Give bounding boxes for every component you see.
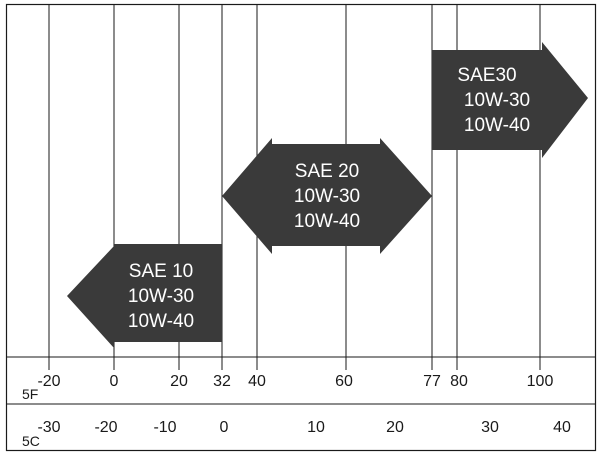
fahrenheit-unit-label: 5F <box>22 386 38 402</box>
f-tick-20: 20 <box>170 373 188 390</box>
f-tick-77: 77 <box>423 373 441 390</box>
f-tick-32: 32 <box>213 373 231 390</box>
arrow-sae20-line-1: SAE 20 <box>295 161 359 182</box>
arrow-sae30-line-2: 10W-30 <box>464 90 530 111</box>
f-tick-100: 100 <box>527 373 554 390</box>
arrow-sae10-line-2: 10W-30 <box>128 286 194 307</box>
f-tick-minus-20: -20 <box>37 373 60 390</box>
celsius-unit-label: 5C <box>22 433 40 449</box>
c-tick-0: 0 <box>220 419 229 436</box>
arrow-sae10-shape <box>67 244 222 348</box>
arrow-sae10: SAE 10 10W-30 10W-40 <box>67 244 222 348</box>
arrow-sae30-line-1: SAE30 <box>457 65 516 86</box>
arrow-sae20-line-3: 10W-40 <box>294 211 360 232</box>
arrow-sae10-line-1: SAE 10 <box>129 261 193 282</box>
c-tick-40: 40 <box>553 419 571 436</box>
c-tick-10: 10 <box>307 419 325 436</box>
c-tick-minus-30: -30 <box>37 419 60 436</box>
arrow-sae30-shape <box>432 42 588 158</box>
arrow-sae20-shape <box>222 138 432 254</box>
arrow-sae30: SAE30 10W-30 10W-40 <box>432 42 588 158</box>
arrow-sae20: SAE 20 10W-30 10W-40 <box>222 138 432 254</box>
chart-frame <box>5 3 597 452</box>
celsius-scale: -30 -20 -10 0 10 20 30 40 5C <box>22 419 571 449</box>
c-tick-20: 20 <box>386 419 404 436</box>
f-tick-80: 80 <box>450 373 468 390</box>
c-tick-30: 30 <box>481 419 499 436</box>
c-tick-minus-20: -20 <box>94 419 117 436</box>
arrow-sae20-line-2: 10W-30 <box>294 186 360 207</box>
arrow-sae30-line-3: 10W-40 <box>464 115 530 136</box>
f-tick-60: 60 <box>335 373 353 390</box>
fahrenheit-scale: -20 0 20 32 40 60 77 80 100 5F <box>22 373 553 402</box>
f-tick-0: 0 <box>110 373 119 390</box>
f-tick-40: 40 <box>248 373 266 390</box>
c-tick-minus-10: -10 <box>153 419 176 436</box>
arrow-sae10-line-3: 10W-40 <box>128 311 194 332</box>
